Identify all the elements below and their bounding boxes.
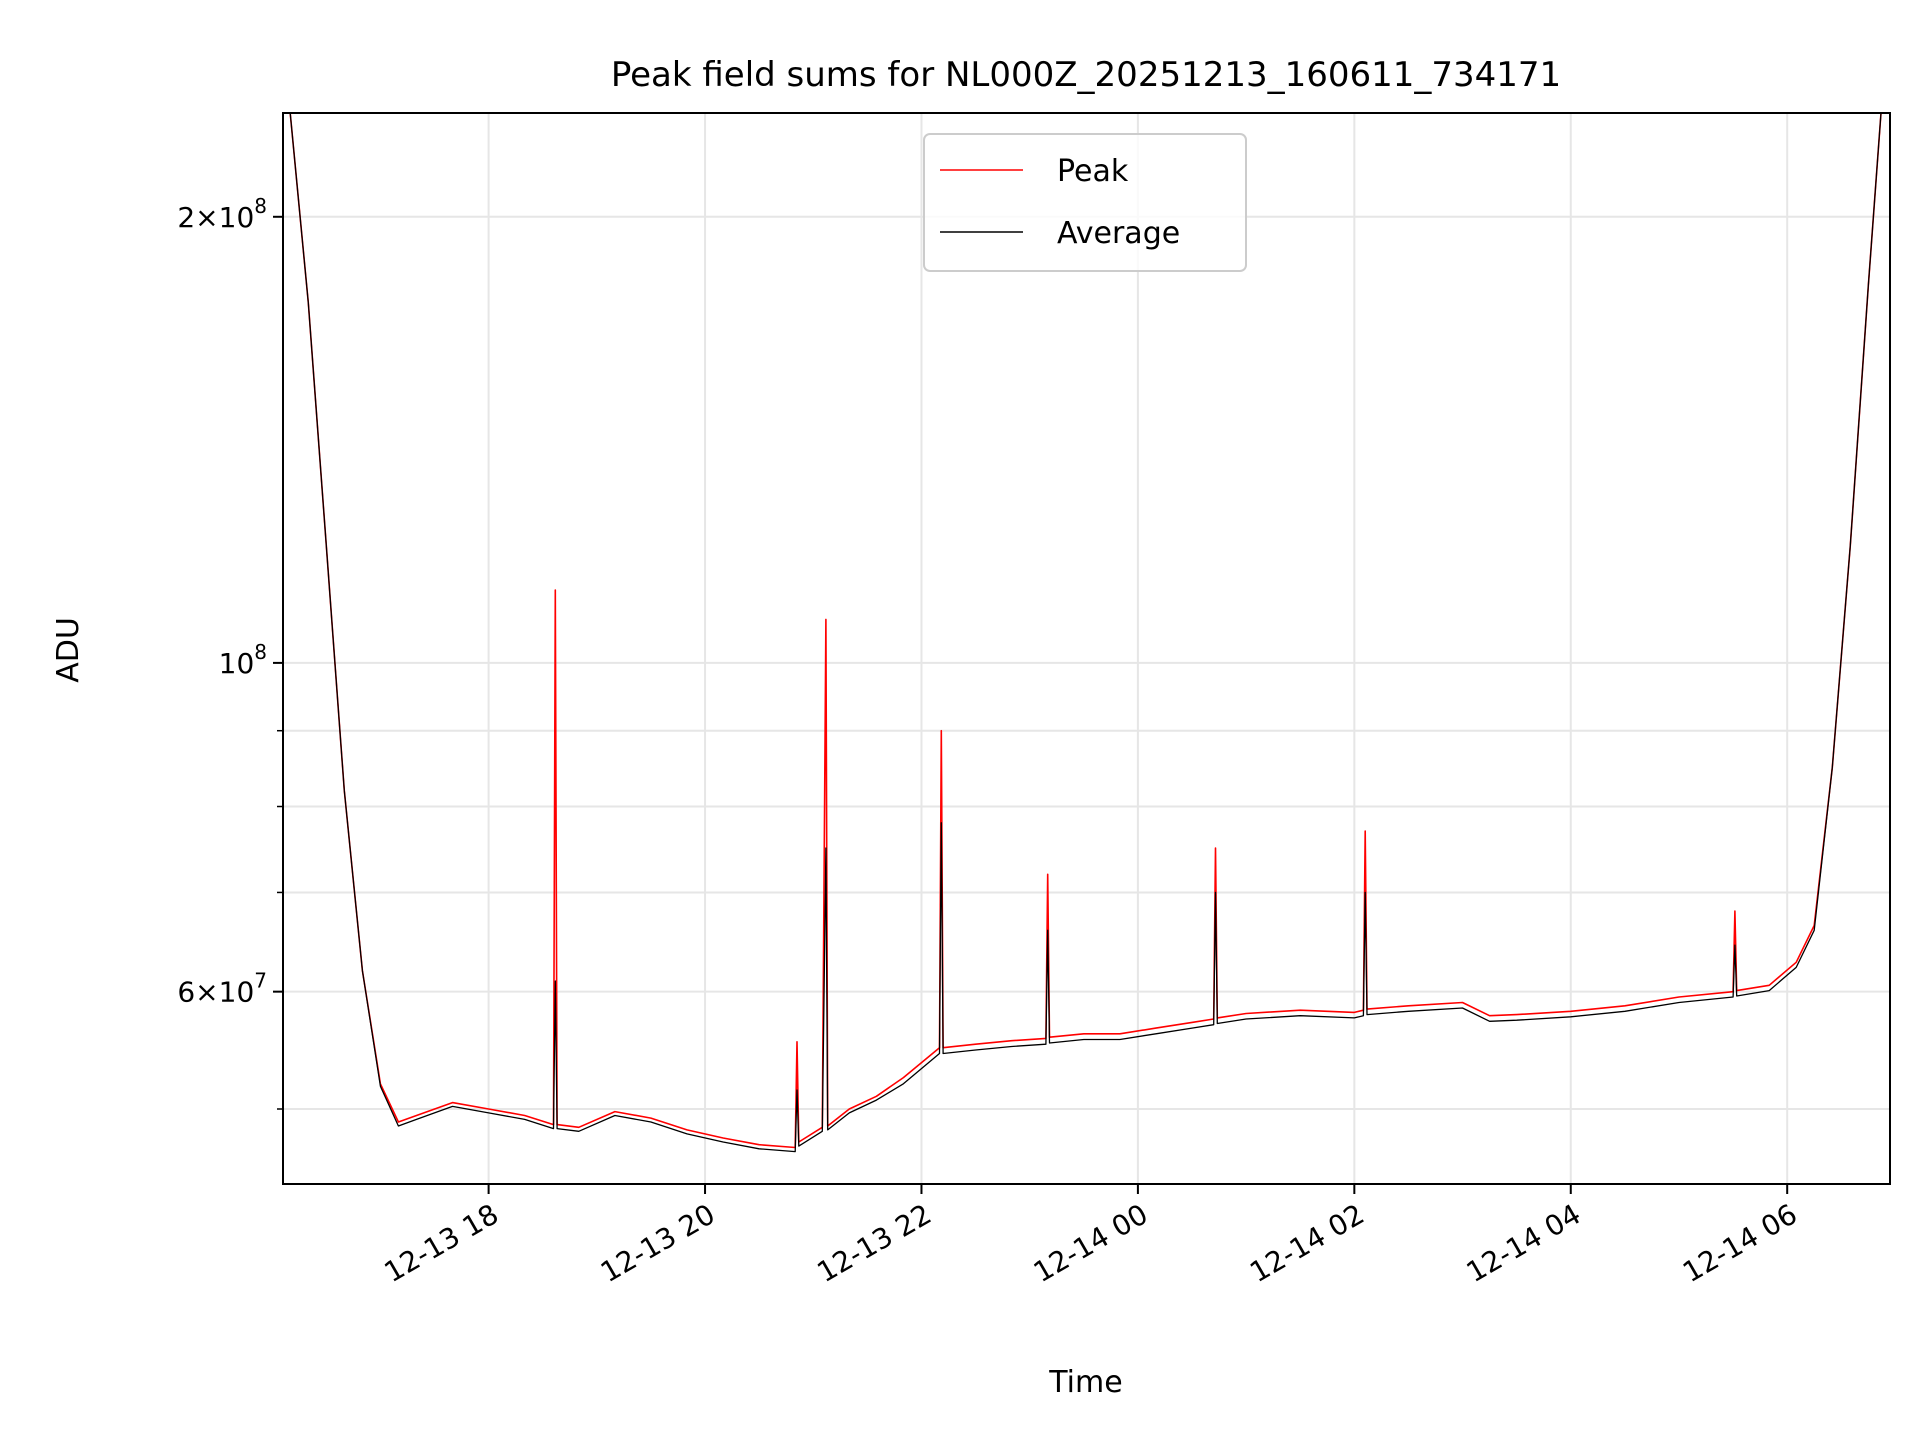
series-layer [289, 113, 1882, 1153]
y-axis-label: ADU [51, 617, 86, 683]
series-line-average [289, 113, 1882, 1153]
legend-box [923, 133, 1247, 272]
grid-lines [283, 113, 1890, 1184]
legend: Peak Average [923, 133, 1247, 272]
plot-area-frame [282, 112, 1891, 1185]
legend-label-average: Average [1057, 216, 1180, 251]
legend-label-peak: Peak [1057, 154, 1129, 189]
y-tick-label: 2×108 [177, 194, 267, 234]
x-axis-label: Time [1048, 1365, 1122, 1400]
y-tick-label: 6×107 [177, 969, 267, 1009]
chart-title: Peak field sums for NL000Z_20251213_1606… [611, 55, 1561, 95]
